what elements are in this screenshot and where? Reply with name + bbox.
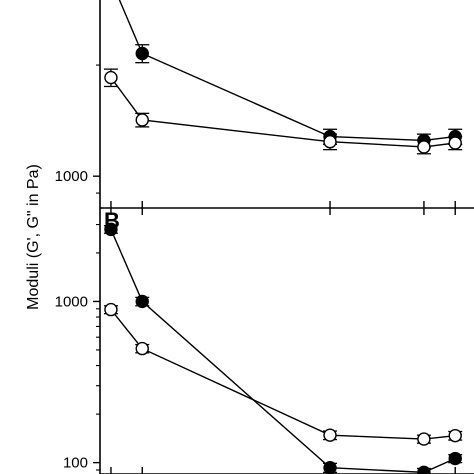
series-1-point-1 [135, 113, 149, 127]
series-1-point-0 [104, 302, 118, 317]
series-1-point-2 [323, 135, 337, 149]
series-1-point-4 [448, 428, 462, 443]
y-tick-label-1: 1000 [55, 293, 88, 310]
series-0-point-4 [448, 451, 462, 466]
panel-a-plot: 1000 [55, 0, 474, 215]
series-0-point-0 [104, 222, 118, 237]
panel-b-letter: B [104, 208, 120, 233]
series-0-point-3 [417, 465, 431, 474]
series-1-point-1 [135, 341, 149, 356]
y-axis-title: Moduli (G', G" in Pa) [25, 164, 42, 310]
series-1-point-3 [417, 432, 431, 446]
series-1-line [110, 309, 456, 440]
panel-b-plot: 100 1000 [55, 208, 474, 474]
series-1-point-2 [323, 428, 337, 442]
series-1-line [110, 77, 456, 148]
series-0-point-1 [135, 46, 149, 61]
series-1-point-3 [417, 140, 431, 154]
series-0-line [110, 229, 456, 474]
series-0-line [118, 0, 456, 142]
y-tick-label-0: 100 [63, 455, 88, 472]
y-tick-label-0: 1000 [55, 168, 88, 185]
series-0-point-2 [323, 461, 337, 474]
series-0-point-1 [135, 294, 149, 309]
series-1-point-4 [448, 136, 462, 150]
series-1-point-0 [104, 70, 118, 85]
